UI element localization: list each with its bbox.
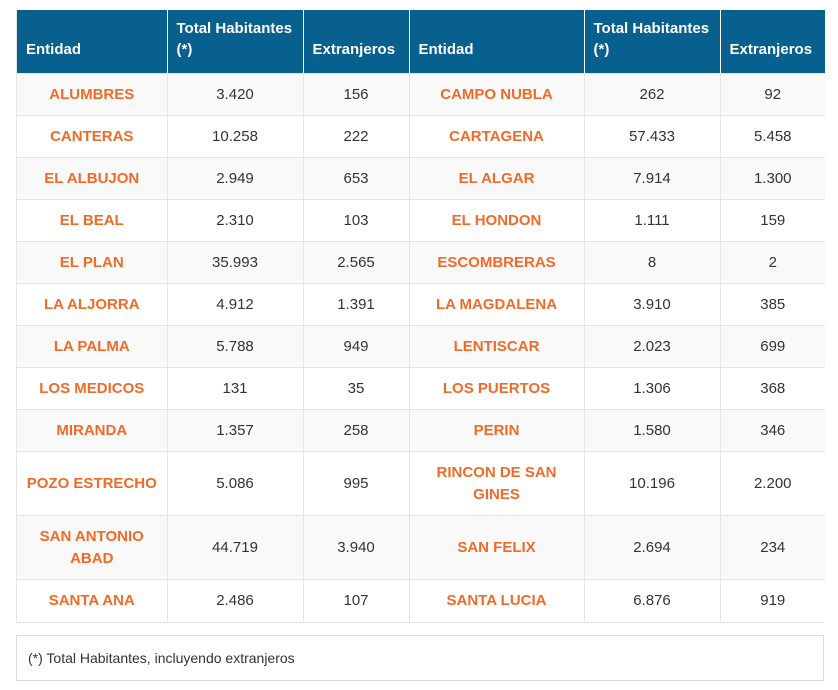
header-total-habitantes: Total Habitantes (*) xyxy=(167,10,304,74)
cell-extranjeros: 156 xyxy=(303,73,410,116)
cell-entidad: CAMPO NUBLA xyxy=(409,73,585,116)
cell-extranjeros: 368 xyxy=(720,367,825,410)
cell-total-habitantes: 4.912 xyxy=(167,283,304,326)
table-box: Entidad Total Habitantes (*) Extranjeros… xyxy=(16,10,825,623)
cell-extranjeros: 2.200 xyxy=(720,451,825,516)
cell-entidad: SAN FELIX xyxy=(409,515,585,580)
cell-total-habitantes: 2.694 xyxy=(584,515,721,580)
cell-total-habitantes: 1.580 xyxy=(584,409,721,452)
cell-entidad: EL ALBUJON xyxy=(17,157,168,200)
header-extranjeros: Extranjeros xyxy=(720,10,825,74)
cell-total-habitantes: 6.876 xyxy=(584,579,721,622)
cell-extranjeros: 385 xyxy=(720,283,825,326)
cell-extranjeros: 35 xyxy=(303,367,410,410)
cell-entidad: RINCON DE SAN GINES xyxy=(409,451,585,516)
cell-extranjeros: 949 xyxy=(303,325,410,368)
cell-total-habitantes: 7.914 xyxy=(584,157,721,200)
table-row: ALUMBRES 3.420 156 CAMPO NUBLA 262 92 xyxy=(17,73,825,116)
cell-extranjeros: 222 xyxy=(303,115,410,158)
cell-extranjeros: 159 xyxy=(720,199,825,242)
population-table: Entidad Total Habitantes (*) Extranjeros… xyxy=(17,10,825,622)
cell-extranjeros: 653 xyxy=(303,157,410,200)
cell-entidad: MIRANDA xyxy=(17,409,168,452)
header-extranjeros: Extranjeros xyxy=(303,10,410,74)
cell-extranjeros: 92 xyxy=(720,73,825,116)
header-entidad: Entidad xyxy=(409,10,585,74)
cell-entidad: LOS MEDICOS xyxy=(17,367,168,410)
cell-entidad: ALUMBRES xyxy=(17,73,168,116)
cell-total-habitantes: 3.420 xyxy=(167,73,304,116)
cell-total-habitantes: 1.111 xyxy=(584,199,721,242)
cell-entidad: EL ALGAR xyxy=(409,157,585,200)
population-table-container: Entidad Total Habitantes (*) Extranjeros… xyxy=(16,10,825,681)
cell-entidad: EL BEAL xyxy=(17,199,168,242)
cell-total-habitantes: 44.719 xyxy=(167,515,304,580)
cell-entidad: SANTA ANA xyxy=(17,579,168,622)
cell-total-habitantes: 10.196 xyxy=(584,451,721,516)
cell-total-habitantes: 1.306 xyxy=(584,367,721,410)
table-row: SANTA ANA 2.486 107 SANTA LUCIA 6.876 919 xyxy=(17,579,825,622)
cell-entidad: POZO ESTRECHO xyxy=(17,451,168,516)
cell-entidad: CARTAGENA xyxy=(409,115,585,158)
table-row: LOS MEDICOS 131 35 LOS PUERTOS 1.306 368 xyxy=(17,367,825,410)
cell-total-habitantes: 57.433 xyxy=(584,115,721,158)
cell-total-habitantes: 10.258 xyxy=(167,115,304,158)
cell-entidad: EL PLAN xyxy=(17,241,168,284)
cell-total-habitantes: 262 xyxy=(584,73,721,116)
table-row: EL BEAL 2.310 103 EL HONDON 1.111 159 xyxy=(17,199,825,242)
cell-entidad: LA ALJORRA xyxy=(17,283,168,326)
cell-extranjeros: 258 xyxy=(303,409,410,452)
cell-extranjeros: 107 xyxy=(303,579,410,622)
cell-total-habitantes: 5.086 xyxy=(167,451,304,516)
table-row: MIRANDA 1.357 258 PERIN 1.580 346 xyxy=(17,409,825,452)
cell-entidad: ESCOMBRERAS xyxy=(409,241,585,284)
cell-extranjeros: 699 xyxy=(720,325,825,368)
cell-total-habitantes: 2.310 xyxy=(167,199,304,242)
table-row: CANTERAS 10.258 222 CARTAGENA 57.433 5.458 xyxy=(17,115,825,158)
table-header-row: Entidad Total Habitantes (*) Extranjeros… xyxy=(17,10,825,74)
cell-extranjeros: 346 xyxy=(720,409,825,452)
cell-entidad: SANTA LUCIA xyxy=(409,579,585,622)
cell-total-habitantes: 8 xyxy=(584,241,721,284)
cell-extranjeros: 919 xyxy=(720,579,825,622)
cell-entidad: LA PALMA xyxy=(17,325,168,368)
cell-extranjeros: 2.565 xyxy=(303,241,410,284)
cell-total-habitantes: 2.486 xyxy=(167,579,304,622)
table-row: EL PLAN 35.993 2.565 ESCOMBRERAS 8 2 xyxy=(17,241,825,284)
table-row: EL ALBUJON 2.949 653 EL ALGAR 7.914 1.300 xyxy=(17,157,825,200)
footnote: (*) Total Habitantes, incluyendo extranj… xyxy=(16,634,824,681)
cell-extranjeros: 103 xyxy=(303,199,410,242)
cell-entidad: PERIN xyxy=(409,409,585,452)
cell-total-habitantes: 131 xyxy=(167,367,304,410)
cell-extranjeros: 1.300 xyxy=(720,157,825,200)
cell-total-habitantes: 2.023 xyxy=(584,325,721,368)
cell-extranjeros: 995 xyxy=(303,451,410,516)
cell-extranjeros: 3.940 xyxy=(303,515,410,580)
header-entidad: Entidad xyxy=(17,10,168,74)
cell-extranjeros: 1.391 xyxy=(303,283,410,326)
cell-extranjeros: 234 xyxy=(720,515,825,580)
cell-entidad: SAN ANTONIO ABAD xyxy=(17,515,168,580)
table-row: LA PALMA 5.788 949 LENTISCAR 2.023 699 xyxy=(17,325,825,368)
table-row: SAN ANTONIO ABAD 44.719 3.940 SAN FELIX 2.69… xyxy=(17,515,825,580)
cell-total-habitantes: 35.993 xyxy=(167,241,304,284)
cell-extranjeros: 5.458 xyxy=(720,115,825,158)
table-row: LA ALJORRA 4.912 1.391 LA MAGDALENA 3.910 385 xyxy=(17,283,825,326)
cell-extranjeros: 2 xyxy=(720,241,825,284)
cell-total-habitantes: 3.910 xyxy=(584,283,721,326)
table-row: POZO ESTRECHO 5.086 995 RINCON DE SAN GINES… xyxy=(17,451,825,516)
table-body: ALUMBRES 3.420 156 CAMPO NUBLA 262 92 CANTERAS… xyxy=(17,73,825,622)
header-total-habitantes: Total Habitantes (*) xyxy=(584,10,721,74)
cell-entidad: LOS PUERTOS xyxy=(409,367,585,410)
cell-total-habitantes: 5.788 xyxy=(167,325,304,368)
cell-total-habitantes: 1.357 xyxy=(167,409,304,452)
cell-entidad: EL HONDON xyxy=(409,199,585,242)
cell-entidad: CANTERAS xyxy=(17,115,168,158)
cell-entidad: LA MAGDALENA xyxy=(409,283,585,326)
cell-total-habitantes: 2.949 xyxy=(167,157,304,200)
cell-entidad: LENTISCAR xyxy=(409,325,585,368)
